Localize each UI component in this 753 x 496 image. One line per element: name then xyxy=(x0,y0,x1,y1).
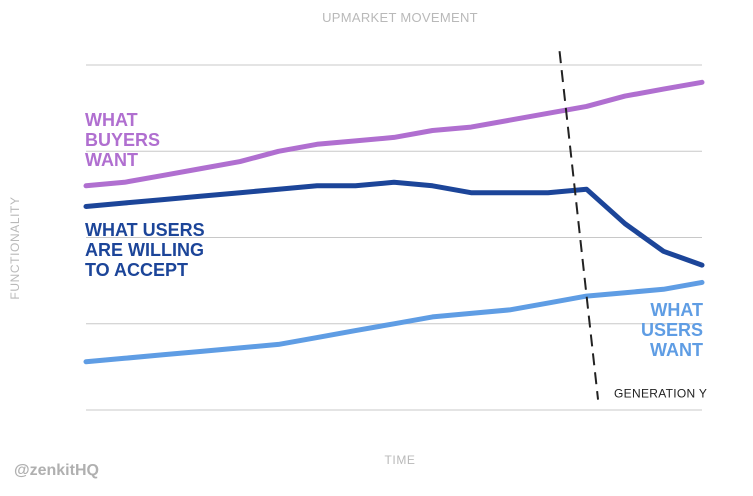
series-label-line: ARE WILLING xyxy=(85,240,204,260)
series-label-line: WHAT xyxy=(650,300,703,320)
series-label-1: WHAT USERS ARE WILLING TO ACCEPT xyxy=(85,220,205,280)
chart-title: UPMARKET MOVEMENT xyxy=(322,10,478,25)
series-lines xyxy=(83,79,705,365)
series-label-line: WANT xyxy=(650,340,703,360)
series-line-1 xyxy=(83,179,705,268)
series-label-line: WANT xyxy=(85,150,138,170)
y-axis-label: FUNCTIONALITY xyxy=(8,196,22,299)
series-line-0 xyxy=(83,79,705,189)
series-label-0: WHAT BUYERS WANT xyxy=(85,110,160,170)
series-label-line: TO ACCEPT xyxy=(85,260,188,280)
annotation-label-0: GENERATION Y xyxy=(614,387,707,401)
series-line-2 xyxy=(83,279,705,365)
series-label-line: USERS xyxy=(641,320,703,340)
series-label-2: WHAT USERS WANT xyxy=(641,300,703,360)
annotation-line-0 xyxy=(558,51,600,400)
grid xyxy=(86,64,702,411)
watermark: @zenkitHQ xyxy=(14,462,99,479)
x-axis-label: TIME xyxy=(384,453,415,467)
series-label-line: WHAT USERS xyxy=(85,220,205,240)
series-label-line: BUYERS xyxy=(85,130,160,150)
annotation-lines: GENERATION Y xyxy=(558,51,707,401)
series-label-line: WHAT xyxy=(85,110,138,130)
